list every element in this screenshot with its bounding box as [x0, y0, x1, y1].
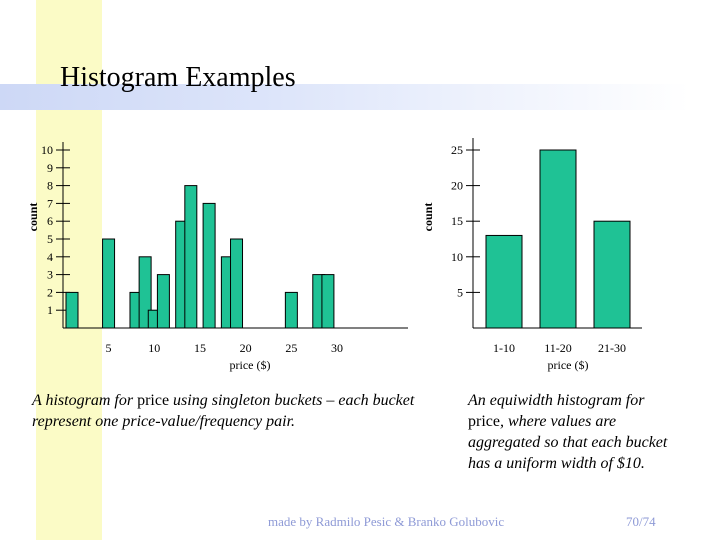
x-axis-label: price ($): [230, 358, 271, 372]
y-tick-label: 4: [47, 250, 53, 264]
caption-left-text-1: A histogram for: [32, 392, 138, 409]
x-tick-label: 15: [194, 341, 206, 355]
y-tick-label: 10: [41, 143, 53, 157]
histogram-bar: [184, 185, 198, 329]
x-tick-label: 11-20: [544, 341, 572, 355]
footer-credit: made by Radmilo Pesic & Branko Golubovic: [268, 514, 505, 529]
caption-equiwidth: An equiwidth histogram for price, where …: [468, 390, 678, 474]
x-axis-label: price ($): [548, 358, 589, 372]
y-tick-label: 6: [47, 214, 53, 228]
singleton-histogram-chart: 1 2 3 4 5 6 7 8 9 10 5 10 15 20 25 30 price ($) count: [26, 142, 408, 372]
histogram-bar: [202, 202, 216, 329]
y-tick-label: 2: [47, 285, 53, 299]
histogram-bar: [65, 291, 79, 329]
caption-right-text-1: An equiwidth histogram for: [468, 392, 645, 409]
y-tick-label: 5: [47, 232, 53, 246]
y-tick-label: 5: [457, 285, 463, 299]
y-tick-label: 15: [451, 214, 463, 228]
page-number: 70/74: [626, 514, 656, 529]
histogram-bar: [156, 274, 170, 329]
x-tick-label: 21-30: [598, 341, 626, 355]
x-tick-label: 1-10: [493, 341, 515, 355]
x-tick-label: 10: [148, 341, 160, 355]
x-tick-label: 5: [106, 341, 112, 355]
y-tick-label: 25: [451, 143, 463, 157]
y-tick-label: 7: [47, 196, 53, 210]
caption-left-text-2: using singleton buckets – each bucket re…: [32, 392, 415, 430]
y-axis-label: count: [26, 203, 40, 232]
y-axis-label: count: [421, 203, 435, 232]
histogram-bar: [321, 274, 335, 329]
histogram-bar: [593, 220, 631, 329]
y-tick-label: 20: [451, 179, 463, 193]
y-tick-label: 10: [451, 250, 463, 264]
y-tick-label: 8: [47, 179, 53, 193]
caption-left-keyword: price: [137, 392, 170, 409]
caption-singleton: A histogram for price using singleton bu…: [32, 390, 427, 432]
histogram-bar: [230, 238, 244, 329]
y-tick-label: 3: [47, 268, 53, 282]
x-tick-label: 20: [240, 341, 252, 355]
histogram-bar: [102, 238, 116, 329]
caption-right-keyword: price: [468, 413, 500, 430]
x-tick-label: 25: [285, 341, 297, 355]
x-tick-label: 30: [331, 341, 343, 355]
histogram-bar: [485, 234, 523, 329]
histogram-bar: [539, 149, 577, 329]
y-tick-label: 1: [47, 303, 53, 317]
histogram-bar: [284, 291, 298, 329]
caption-right-text-2: , where values are aggregated so that ea…: [468, 413, 668, 472]
decorative-horizontal-band: [0, 84, 690, 110]
slide-title: Histogram Examples: [60, 62, 296, 93]
y-tick-label: 9: [47, 161, 53, 175]
equiwidth-histogram-chart: 5 10 15 20 25 1-10 11-20 21-30 price ($) count: [421, 138, 642, 372]
